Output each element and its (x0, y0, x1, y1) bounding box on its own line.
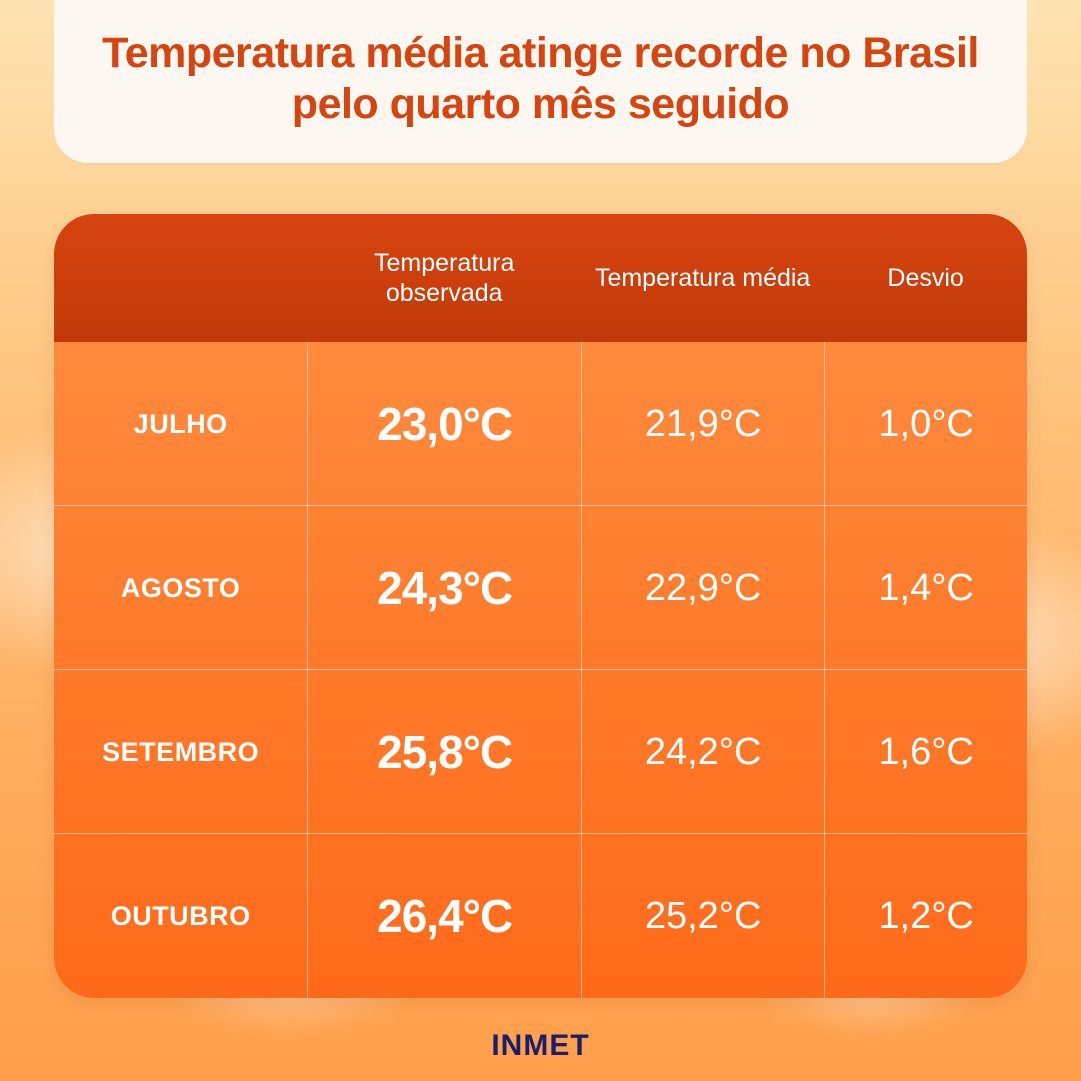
cell-dev: 1,4°C (824, 506, 1027, 670)
source-label: INMET (0, 1029, 1081, 1063)
cell-dev: 1,6°C (824, 670, 1027, 834)
table-row: AGOSTO 24,3°C 22,9°C 1,4°C (54, 506, 1027, 670)
table-row: OUTUBRO 26,4°C 25,2°C 1,2°C (54, 834, 1027, 998)
cell-month: OUTUBRO (54, 834, 307, 998)
cell-observed: 26,4°C (307, 834, 581, 998)
cell-dev: 1,2°C (824, 834, 1027, 998)
table-row: JULHO 23,0°C 21,9°C 1,0°C (54, 342, 1027, 506)
col-header-dev: Desvio (824, 263, 1027, 293)
page-title: Temperatura média atinge recorde no Bras… (94, 28, 987, 129)
cell-mean: 22,9°C (581, 506, 824, 670)
cell-month: JULHO (54, 342, 307, 506)
col-header-observed: Temperatura observada (307, 248, 581, 308)
col-header-mean: Temperatura média (581, 263, 824, 293)
cell-observed: 23,0°C (307, 342, 581, 506)
cell-mean: 24,2°C (581, 670, 824, 834)
cell-observed: 25,8°C (307, 670, 581, 834)
table-header: Temperatura observada Temperatura média … (54, 214, 1027, 342)
cell-mean: 25,2°C (581, 834, 824, 998)
title-card: Temperatura média atinge recorde no Bras… (54, 0, 1027, 163)
table-row: SETEMBRO 25,8°C 24,2°C 1,6°C (54, 670, 1027, 834)
temperature-table: Temperatura observada Temperatura média … (54, 214, 1027, 998)
cell-month: AGOSTO (54, 506, 307, 670)
cell-observed: 24,3°C (307, 506, 581, 670)
cell-mean: 21,9°C (581, 342, 824, 506)
table-body: JULHO 23,0°C 21,9°C 1,0°C AGOSTO 24,3°C … (54, 342, 1027, 998)
cell-dev: 1,0°C (824, 342, 1027, 506)
cell-month: SETEMBRO (54, 670, 307, 834)
